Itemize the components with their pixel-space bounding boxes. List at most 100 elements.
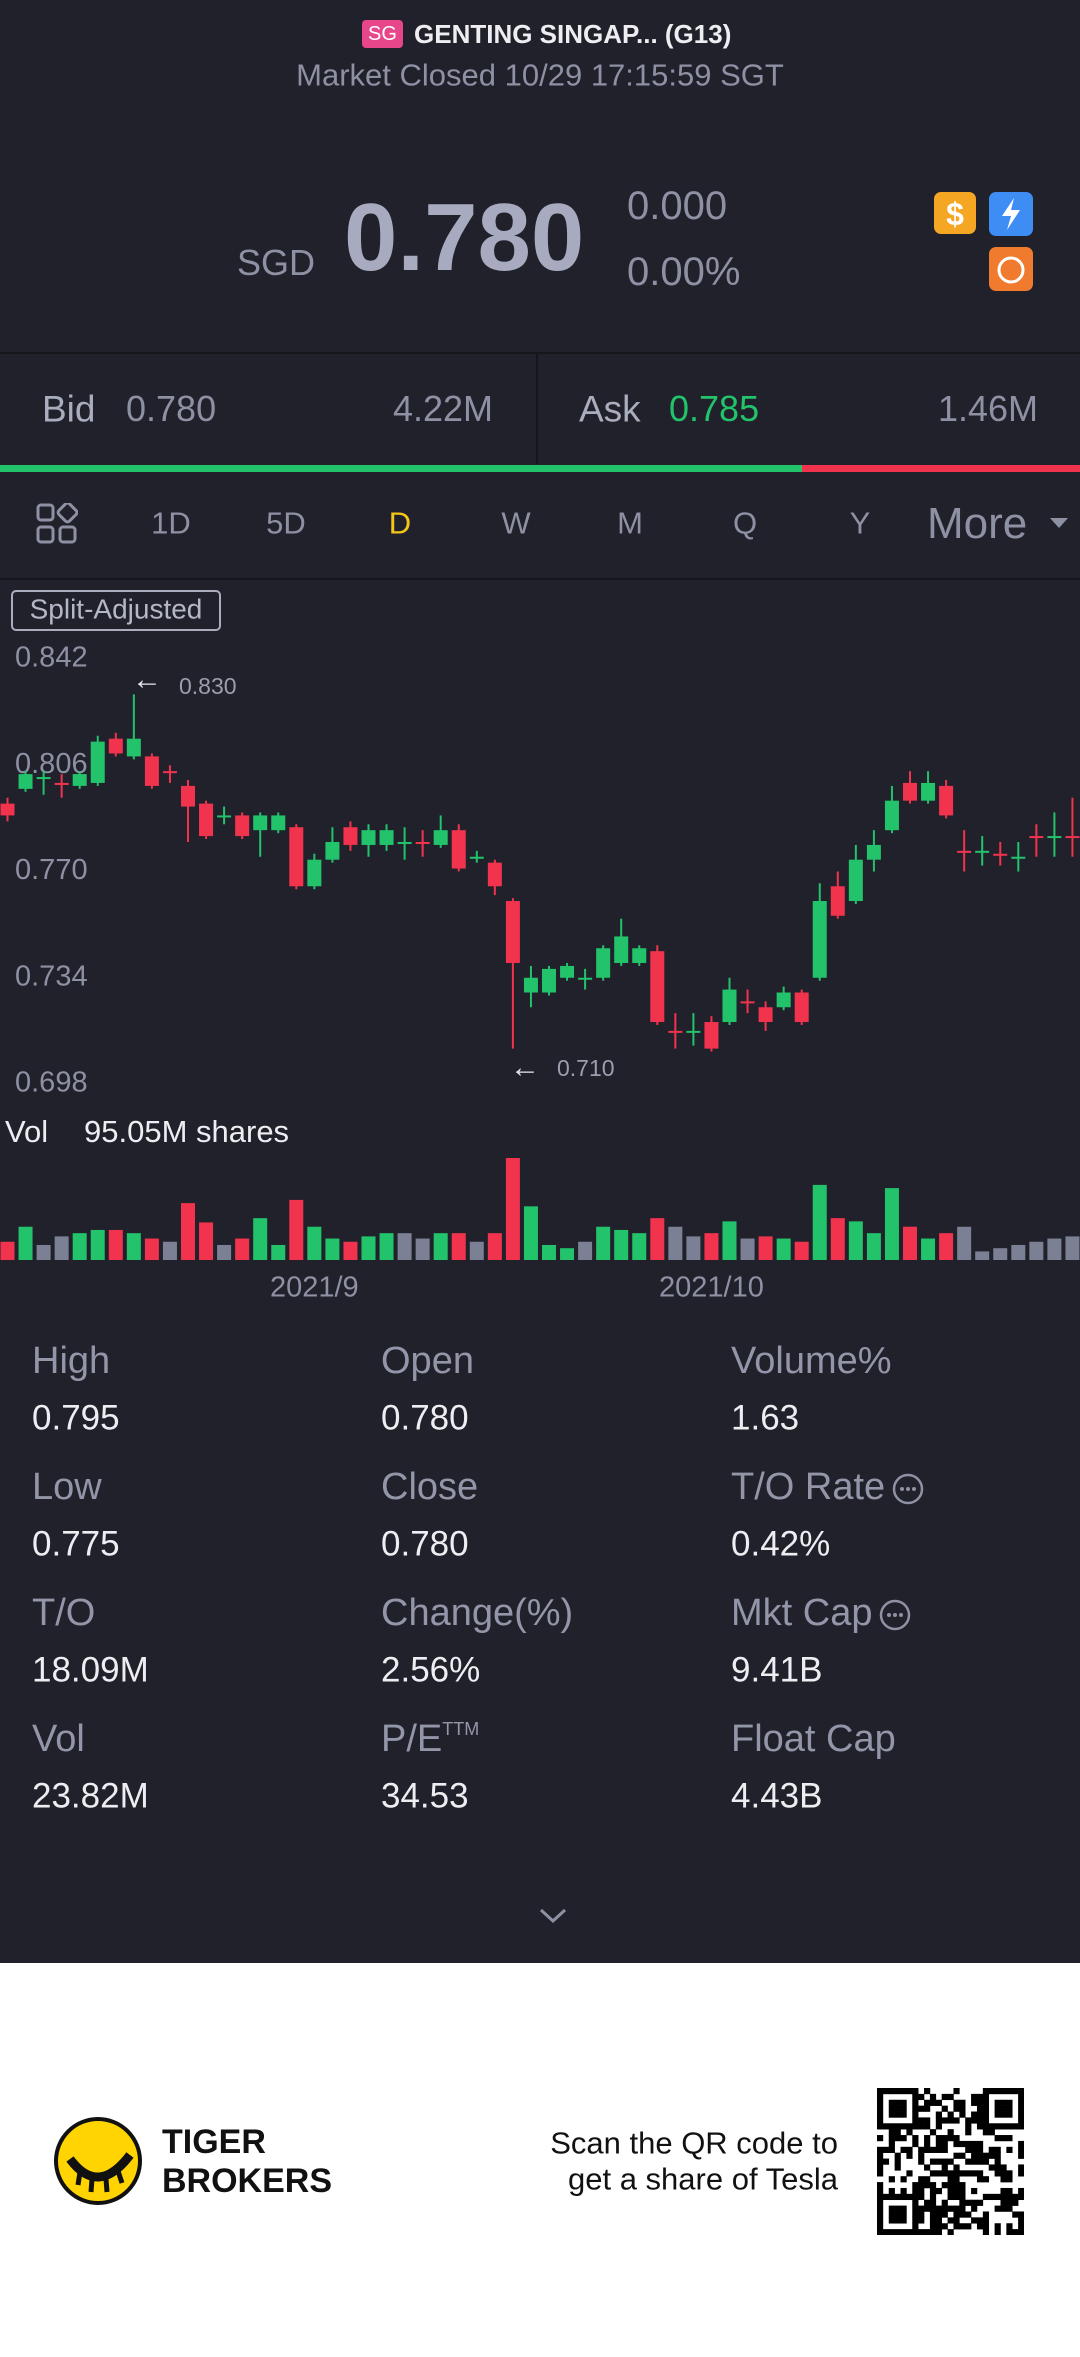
candle-body (253, 815, 268, 831)
qr-module (1000, 2199, 1007, 2206)
qr-module (888, 2187, 895, 2195)
qr-module (941, 2093, 948, 2101)
candle-body (993, 853, 1008, 856)
candle-body (181, 785, 195, 807)
qr-module (877, 2182, 884, 2189)
candle-body (1011, 856, 1026, 859)
qr-module (1018, 2105, 1024, 2112)
qr-module (900, 2135, 907, 2142)
stat-value: 2.56% (381, 1650, 481, 1690)
qr-module (976, 2176, 984, 2183)
candle-body (794, 992, 809, 1023)
qr-module (971, 2140, 978, 2148)
qr-module (935, 2123, 942, 2130)
qr-module (1012, 2229, 1019, 2235)
qr-module (941, 2223, 948, 2230)
stat-value: 34.53 (381, 1776, 469, 1816)
candlestick-chart: Split-Adjusted ← 0.830 ← 0.710 Vol 95.05… (0, 590, 1080, 1304)
stat-label: P/ETTM (381, 1718, 480, 1760)
volume-bar (740, 1238, 755, 1260)
qr-module (929, 2199, 937, 2206)
candle-body (325, 841, 340, 860)
qr-module (894, 2135, 901, 2142)
qr-module (935, 2211, 942, 2218)
volume-bar (505, 1158, 520, 1260)
qr-module (1000, 2164, 1007, 2171)
qr-module (906, 2170, 913, 2177)
qr-module (982, 2099, 990, 2106)
qr-module (912, 2182, 919, 2189)
expand-chevron[interactable] (538, 1906, 568, 1926)
qr-module (971, 2146, 978, 2153)
qr-module (877, 2170, 884, 2177)
candle-body (0, 803, 15, 816)
period-tab[interactable]: Y (849, 505, 871, 541)
stat-value: 0.780 (381, 1524, 469, 1564)
qr-module (900, 2193, 907, 2201)
stat-value: 0.795 (32, 1398, 120, 1438)
volume-bar (72, 1233, 87, 1260)
qr-module (918, 2229, 925, 2235)
qr-module (894, 2099, 901, 2106)
qr-module (982, 2088, 990, 2095)
event-bg (989, 247, 1033, 291)
qr-module (888, 2146, 895, 2153)
qr-module (994, 2099, 1001, 2106)
qr-module (965, 2123, 972, 2130)
qr-module (888, 2088, 895, 2095)
candle-body (578, 977, 593, 980)
more-tab[interactable]: More (927, 502, 1068, 546)
volume-bar (686, 1236, 701, 1260)
qr-module (894, 2152, 901, 2159)
volume-bar (36, 1244, 51, 1260)
dividend-icon[interactable]: $ (934, 192, 976, 234)
chevron (539, 1908, 567, 1924)
event-icon[interactable] (989, 247, 1033, 291)
qr-module (918, 2117, 925, 2124)
qr-module (912, 2205, 919, 2212)
period-tab[interactable]: 1D (151, 505, 191, 541)
period-tab[interactable]: Q (732, 505, 758, 541)
period-tab[interactable]: D (388, 505, 412, 541)
candle-body (235, 815, 250, 837)
volume-bar (560, 1248, 575, 1260)
period-tab[interactable]: 5D (266, 505, 306, 541)
logo-stroke (66, 2152, 134, 2182)
candle-body (1065, 836, 1080, 839)
stat-label: Change(%) (381, 1592, 574, 1634)
flash-icon[interactable] (989, 192, 1033, 236)
qr-module (959, 2199, 966, 2206)
stock-name[interactable]: GENTING SINGAP... (G13) (414, 19, 732, 49)
qr-module (935, 2158, 942, 2165)
info-icon[interactable] (891, 1472, 925, 1506)
qr-module (888, 2217, 895, 2224)
candle-body (271, 815, 286, 831)
volume-bar (884, 1188, 899, 1260)
qr-module (953, 2152, 960, 2159)
period-tab[interactable]: W (501, 505, 531, 541)
period-tab[interactable]: M (617, 505, 643, 541)
qr-module (888, 2105, 895, 2112)
dark-panel (0, 0, 1080, 1963)
qr-module (959, 2223, 966, 2230)
market-status: Market Closed 10/29 17:15:59 SGT (296, 57, 784, 93)
qr-module (877, 2205, 884, 2212)
qr-module (912, 2123, 919, 2130)
qr-module (918, 2093, 925, 2101)
qr-module (882, 2229, 890, 2235)
qr-module (935, 2117, 942, 2124)
qr-module (906, 2152, 913, 2159)
layout-icon[interactable] (36, 503, 78, 545)
last-price: 0.780 (344, 184, 585, 291)
qr-module (912, 2111, 919, 2118)
info-icon[interactable] (878, 1598, 912, 1632)
candle-body (848, 859, 863, 902)
qr-module (982, 2117, 990, 2124)
qr-module (894, 2105, 901, 2112)
flash-bolt (1002, 198, 1020, 230)
bid-price: 0.780 (126, 388, 217, 429)
volume-bar (523, 1206, 538, 1260)
qr-module (953, 2088, 960, 2095)
qr-module (947, 2135, 954, 2142)
qr-module (994, 2088, 1001, 2095)
